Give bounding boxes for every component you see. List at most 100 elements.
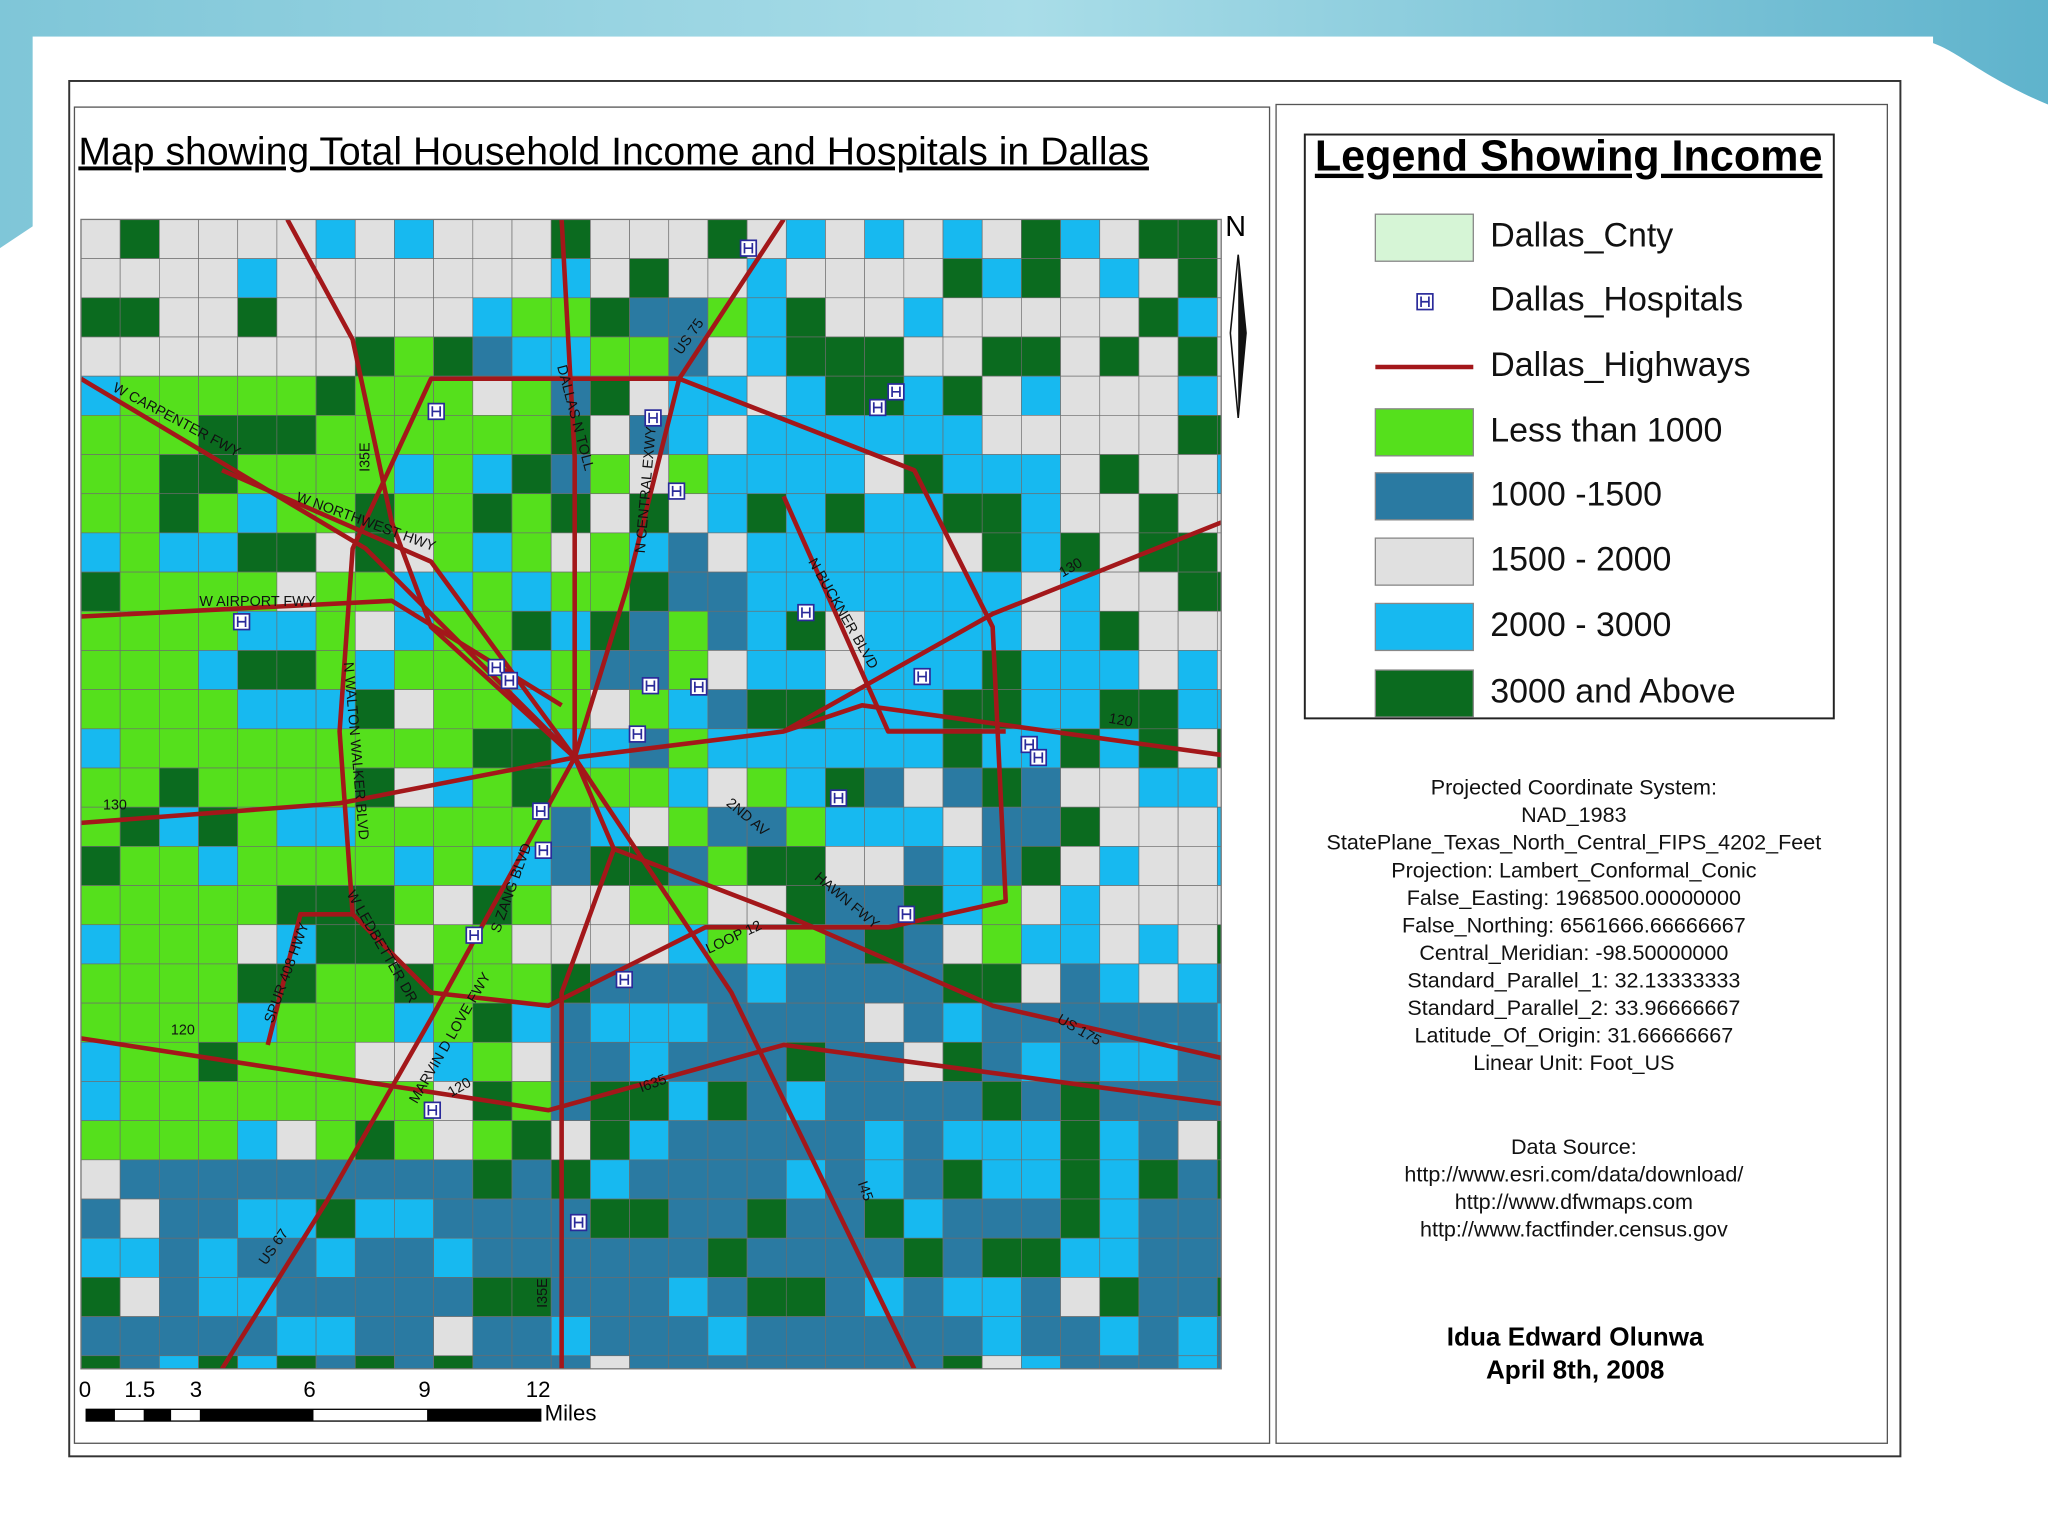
tract [707, 1159, 748, 1200]
hospital-icon-h [872, 402, 883, 413]
tract [981, 219, 1022, 259]
tract [198, 1081, 239, 1121]
tract [433, 258, 474, 299]
tract [550, 1041, 591, 1082]
tract [237, 336, 278, 377]
tract [1021, 885, 1061, 926]
tract [746, 1198, 787, 1239]
tract [119, 532, 160, 573]
scale-bar-segment [199, 1409, 314, 1422]
tract [315, 1237, 356, 1278]
data-source-line: http://www.dfwmaps.com [1455, 1189, 1693, 1214]
tract [1099, 297, 1140, 338]
tract [511, 1081, 552, 1121]
tract [198, 258, 239, 299]
tract [159, 1120, 199, 1161]
tract [315, 885, 356, 926]
tract [394, 297, 434, 338]
legend-swatch [1374, 472, 1474, 521]
tract [159, 728, 199, 769]
data-source: Data Source:http://www.esri.com/data/dow… [1404, 1134, 1743, 1242]
tract [629, 806, 670, 847]
hospital-icon-h [648, 412, 658, 424]
tract [825, 336, 865, 377]
scale-bar-tick: 6 [303, 1377, 315, 1402]
projection-line: NAD_1983 [1521, 802, 1626, 827]
tract [981, 1081, 1022, 1121]
tract [159, 689, 199, 730]
highway [285, 219, 617, 1369]
hospital-icon-h [743, 242, 754, 254]
tract [80, 650, 121, 690]
tract [629, 1316, 670, 1357]
hospital-icon-h [538, 845, 549, 856]
tract [1138, 571, 1179, 612]
tract [629, 1041, 670, 1082]
tract [1177, 1277, 1218, 1317]
tract [550, 493, 591, 534]
tract [1138, 846, 1179, 886]
tract [198, 571, 239, 612]
scale-bar-tick: 1.5 [124, 1377, 155, 1402]
tract [1216, 846, 1222, 886]
tract [1216, 963, 1222, 1004]
tract [942, 767, 983, 808]
tract [1021, 767, 1061, 808]
tract [315, 415, 356, 455]
tract [511, 415, 552, 455]
tract [785, 297, 826, 338]
highway-label: I35E [358, 442, 374, 472]
tract [1099, 1237, 1140, 1278]
tract [433, 415, 474, 455]
scale-bar-segment [427, 1409, 541, 1422]
tract [668, 532, 709, 573]
tract [903, 297, 944, 338]
tract [1177, 1355, 1218, 1369]
tract [903, 806, 944, 847]
tract [1177, 767, 1218, 808]
tract [80, 493, 121, 534]
tract [1060, 767, 1101, 808]
tract [1138, 1002, 1179, 1043]
tract [315, 1316, 356, 1357]
tract [746, 1277, 787, 1317]
tract [668, 493, 709, 534]
tract [1177, 336, 1218, 377]
tract [237, 258, 278, 299]
tract [746, 532, 787, 573]
scale-bar-segment [86, 1409, 115, 1422]
scale-bar-segment [143, 1409, 172, 1422]
tract [511, 1002, 552, 1043]
tract [119, 454, 160, 495]
tract [942, 846, 983, 886]
tract [119, 650, 160, 690]
tract [159, 650, 199, 690]
tract [629, 1237, 670, 1278]
tract [1060, 1316, 1101, 1357]
tract [159, 767, 199, 808]
tract [746, 1237, 787, 1278]
tract [159, 846, 199, 886]
projection-line: Central_Meridian: -98.50000000 [1419, 940, 1728, 965]
tract [1099, 454, 1140, 495]
tract [394, 219, 434, 259]
tract [276, 806, 317, 847]
tract [198, 924, 239, 965]
tract [472, 1198, 513, 1239]
tract [80, 219, 121, 259]
tract [825, 1198, 865, 1239]
tract [668, 1159, 709, 1200]
tract [785, 375, 826, 416]
tract [1138, 297, 1179, 338]
tract [785, 336, 826, 377]
tract [159, 454, 199, 495]
tract [981, 924, 1022, 965]
tract [394, 885, 434, 926]
tract [354, 219, 395, 259]
tract [1060, 1237, 1101, 1278]
tract [1177, 1120, 1218, 1161]
tract [1138, 806, 1179, 847]
tract [433, 297, 474, 338]
tract [1021, 924, 1061, 965]
tract [668, 963, 709, 1004]
